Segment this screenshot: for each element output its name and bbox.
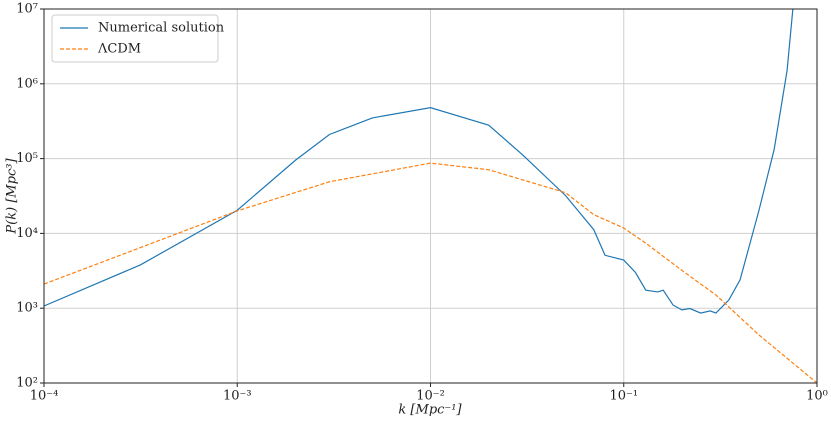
y-tick-label: 10² (16, 376, 38, 391)
data-line (44, 162, 817, 383)
x-tick-label: 10⁰ (806, 389, 828, 404)
legend-label: ΛCDM (97, 42, 141, 57)
x-tick-label: 10⁻⁴ (30, 389, 59, 404)
x-axis-label: k [Mpc⁻¹] (398, 403, 462, 418)
x-tick-label: 10⁻² (416, 389, 445, 404)
legend-box (51, 14, 219, 63)
data-line (44, 9, 794, 314)
legend-label: Numerical solution (98, 21, 225, 36)
x-tick-label: 10⁻¹ (609, 389, 638, 404)
y-tick-label: 10⁶ (16, 76, 38, 91)
y-tick-label: 10⁷ (16, 2, 38, 17)
y-tick-label: 10³ (16, 301, 38, 316)
y-tick-label: 10⁵ (16, 151, 38, 166)
y-axis-label: P(k) [Mpc³] (5, 157, 20, 234)
y-tick-label: 10⁴ (16, 226, 38, 241)
x-tick-label: 10⁻³ (223, 389, 252, 404)
